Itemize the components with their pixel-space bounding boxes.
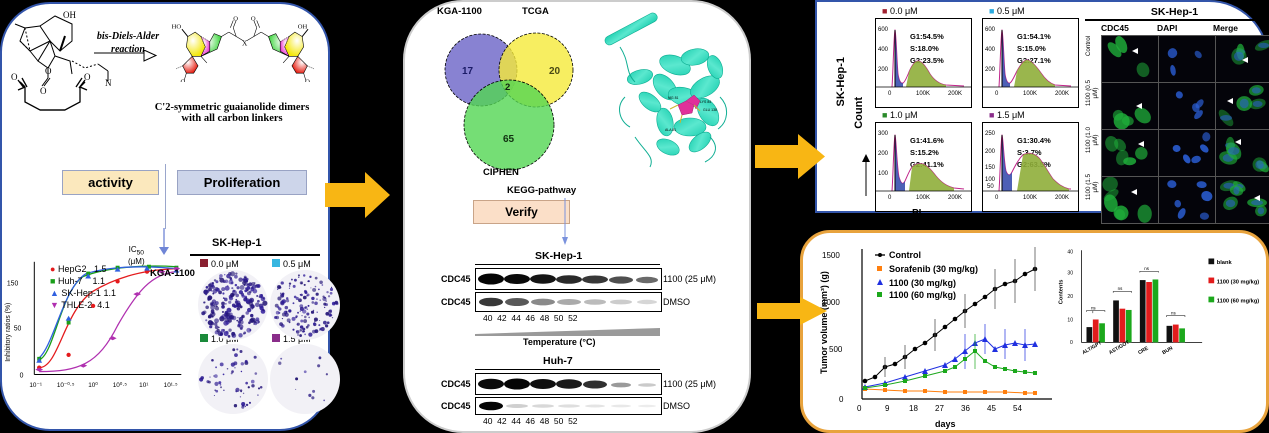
svg-text:CIPHEN: CIPHEN (483, 167, 519, 178)
svg-text:G1:54.1%: G1:54.1% (1017, 32, 1051, 41)
svg-text:ns: ns (1091, 305, 1096, 310)
svg-text:600: 600 (878, 27, 889, 33)
svg-text:0: 0 (995, 195, 999, 201)
svg-text:400: 400 (878, 47, 889, 53)
svg-text:1500: 1500 (822, 251, 840, 260)
svg-text:G1:41.6%: G1:41.6% (910, 136, 944, 145)
svg-text:MG 81: MG 81 (668, 96, 679, 100)
svg-text:G1:54.5%: G1:54.5% (910, 32, 944, 41)
svg-text:BUN: BUN (1161, 345, 1174, 356)
svg-text:65: 65 (503, 134, 515, 145)
svg-text:HO: HO (172, 23, 182, 30)
svg-text:ns: ns (1118, 286, 1123, 291)
svg-text:9: 9 (885, 404, 890, 413)
svg-text:100K: 100K (1023, 91, 1037, 97)
svg-text:20: 20 (549, 66, 561, 77)
svg-text:200K: 200K (1055, 91, 1069, 97)
svg-text:10⁰·⁵: 10⁰·⁵ (113, 382, 128, 389)
svg-text:Inhibitory ratios (%): Inhibitory ratios (%) (5, 303, 12, 362)
svg-text:17: 17 (462, 66, 474, 77)
svg-text:0: 0 (995, 91, 999, 97)
svg-text:Contents: Contents (1058, 280, 1064, 305)
svg-text:20: 20 (1067, 294, 1073, 300)
svg-text:200K: 200K (948, 195, 962, 201)
svg-text:S:15.0%: S:15.0% (1017, 44, 1046, 53)
svg-text:10⁰: 10⁰ (88, 382, 98, 389)
svg-text:0: 0 (888, 91, 892, 97)
svg-text:40: 40 (1067, 249, 1073, 255)
svg-text:200K: 200K (1055, 195, 1069, 201)
svg-text:2: 2 (505, 82, 510, 93)
svg-text:1100 (60 mg/kg): 1100 (60 mg/kg) (1217, 298, 1260, 304)
svg-text:1100 (60 mg/kg): 1100 (60 mg/kg) (889, 290, 956, 300)
svg-text:100K: 100K (916, 195, 930, 201)
svg-text:54: 54 (1013, 404, 1022, 413)
svg-text:100: 100 (878, 171, 889, 177)
svg-text:18: 18 (909, 404, 918, 413)
svg-text:0: 0 (839, 395, 844, 404)
svg-text:1100 (30 mg/kg): 1100 (30 mg/kg) (889, 278, 956, 288)
svg-text:200K: 200K (948, 91, 962, 97)
svg-text:30: 30 (1067, 270, 1073, 276)
svg-text:S:18.0%: S:18.0% (910, 44, 939, 53)
svg-text:250: 250 (985, 131, 996, 137)
svg-text:O: O (305, 78, 310, 82)
svg-text:100: 100 (985, 177, 996, 183)
svg-text:0: 0 (1070, 340, 1073, 346)
svg-text:200: 200 (878, 67, 889, 73)
svg-text:500: 500 (829, 345, 843, 354)
svg-text:36: 36 (961, 404, 970, 413)
svg-text:10⁻¹: 10⁻¹ (29, 382, 42, 389)
svg-text:0: 0 (20, 372, 24, 379)
svg-text:Sorafenib (30 mg/kg): Sorafenib (30 mg/kg) (889, 264, 978, 274)
svg-text:OH: OH (63, 10, 76, 20)
svg-text:45: 45 (987, 404, 996, 413)
svg-text:200: 200 (985, 67, 996, 73)
svg-text:O: O (251, 16, 256, 22)
svg-text:10¹: 10¹ (139, 382, 148, 389)
svg-text:10: 10 (1067, 317, 1073, 323)
svg-text:150: 150 (7, 280, 19, 287)
svg-text:O: O (233, 16, 238, 22)
svg-text:300: 300 (878, 131, 889, 137)
svg-text:100K: 100K (1023, 195, 1037, 201)
svg-text:50: 50 (987, 184, 994, 190)
svg-text:G1:30.4%: G1:30.4% (1017, 136, 1051, 145)
svg-text:ns: ns (1171, 310, 1176, 315)
svg-text:27: 27 (935, 404, 944, 413)
svg-text:CRE: CRE (1137, 345, 1150, 356)
svg-text:days: days (935, 419, 956, 429)
svg-text:GLU 138: GLU 138 (703, 108, 717, 112)
svg-text:200: 200 (985, 149, 996, 155)
svg-text:Control: Control (889, 250, 921, 260)
svg-text:1100 (30 mg/kg): 1100 (30 mg/kg) (1217, 279, 1260, 285)
svg-text:KGA-1100: KGA-1100 (437, 6, 482, 17)
svg-text:600: 600 (985, 27, 996, 33)
svg-text:100K: 100K (916, 91, 930, 97)
svg-text:blank: blank (1217, 260, 1233, 266)
svg-text:O: O (84, 72, 91, 82)
svg-text:50: 50 (14, 325, 22, 332)
svg-text:400: 400 (985, 47, 996, 53)
svg-text:X: X (242, 38, 248, 47)
svg-text:ns: ns (1144, 266, 1149, 271)
svg-text:10¹·⁵: 10¹·⁵ (164, 382, 178, 389)
svg-text:LYS 84: LYS 84 (700, 100, 711, 104)
svg-text:10⁻⁰·⁵: 10⁻⁰·⁵ (57, 382, 75, 389)
svg-text:150: 150 (985, 165, 996, 171)
svg-text:O: O (11, 72, 18, 82)
svg-text:O: O (180, 78, 185, 82)
svg-text:ALA 81: ALA 81 (665, 128, 676, 132)
svg-text:OH: OH (298, 23, 308, 30)
svg-text:0: 0 (888, 195, 892, 201)
svg-text:TCGA: TCGA (522, 6, 549, 17)
svg-text:0: 0 (857, 404, 862, 413)
svg-text:S:15.2%: S:15.2% (910, 148, 939, 157)
svg-text:200: 200 (878, 151, 889, 157)
